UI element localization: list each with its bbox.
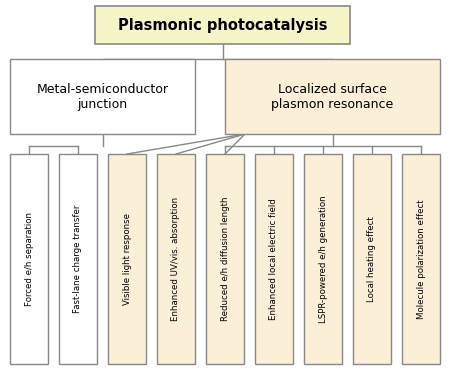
Text: Enhanced local electric field: Enhanced local electric field xyxy=(270,198,279,320)
FancyBboxPatch shape xyxy=(353,154,391,364)
FancyBboxPatch shape xyxy=(10,154,48,364)
Text: Molecule polarization effect: Molecule polarization effect xyxy=(417,199,426,319)
Text: Localized surface
plasmon resonance: Localized surface plasmon resonance xyxy=(271,83,394,110)
Text: Plasmonic photocatalysis: Plasmonic photocatalysis xyxy=(118,18,327,33)
FancyBboxPatch shape xyxy=(225,59,440,134)
Text: Metal-semiconductor
junction: Metal-semiconductor junction xyxy=(36,83,168,110)
FancyBboxPatch shape xyxy=(95,6,350,44)
FancyBboxPatch shape xyxy=(10,59,195,134)
Text: Fast-lane charge transfer: Fast-lane charge transfer xyxy=(73,205,82,313)
Text: Enhanced UV/vis. absorption: Enhanced UV/vis. absorption xyxy=(171,197,180,321)
Text: Visible light response: Visible light response xyxy=(122,213,131,305)
Text: Local heating effect: Local heating effect xyxy=(368,216,377,302)
Text: Forced e/h separation: Forced e/h separation xyxy=(24,212,33,306)
FancyBboxPatch shape xyxy=(157,154,195,364)
FancyBboxPatch shape xyxy=(59,154,97,364)
FancyBboxPatch shape xyxy=(255,154,293,364)
FancyBboxPatch shape xyxy=(304,154,342,364)
Text: LSPR-powered e/h generation: LSPR-powered e/h generation xyxy=(319,195,328,323)
FancyBboxPatch shape xyxy=(108,154,146,364)
FancyBboxPatch shape xyxy=(206,154,244,364)
FancyBboxPatch shape xyxy=(402,154,440,364)
Text: Reduced e/h diffusion length: Reduced e/h diffusion length xyxy=(220,197,230,321)
